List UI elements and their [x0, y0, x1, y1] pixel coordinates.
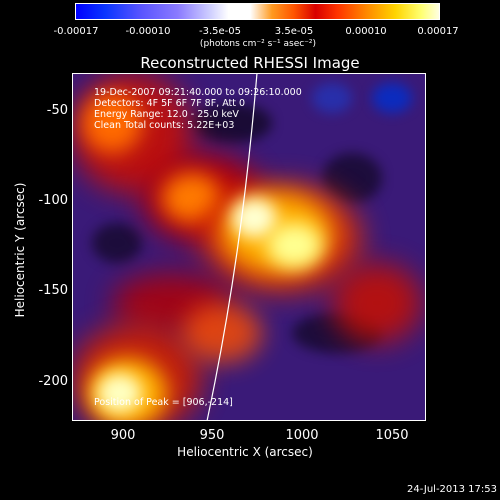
colorbar-units: (photons cm⁻² s⁻¹ asec⁻²): [199, 39, 317, 49]
x-axis-label: Heliocentric X (arcsec): [177, 445, 313, 459]
y-axis-label: Heliocentric Y (arcsec): [13, 182, 27, 318]
colorbar-tick: 0.00017: [417, 26, 459, 37]
y-tick: -150: [38, 283, 68, 298]
rhessi-image: [72, 73, 426, 421]
detectors: Detectors: 4F 5F 6F 7F 8F, Att 0: [94, 98, 246, 109]
colorbar-tick: -0.00017: [53, 26, 99, 37]
colorbar-tick: -3.5e-05: [199, 26, 241, 37]
peak-position: Position of Peak = [906,-214]: [94, 397, 233, 408]
x-tick: 1000: [285, 428, 319, 443]
solar-limb: [206, 73, 258, 421]
colorbar-tick: 0.00010: [345, 26, 387, 37]
x-tick: 950: [199, 428, 225, 443]
method-counts: Clean Total counts: 5.22E+03: [94, 120, 235, 131]
y-tick: -100: [38, 193, 68, 208]
x-tick: 1050: [375, 428, 409, 443]
time-range: 19-Dec-2007 09:21:40.000 to 09:26:10.000: [94, 87, 302, 98]
image-title: Reconstructed RHESSI Image: [140, 54, 360, 72]
colorbar-tick: -0.00010: [125, 26, 171, 37]
colorbar-tick: 3.5e-05: [274, 26, 314, 37]
y-tick: -50: [46, 103, 68, 118]
timestamp: 24-Jul-2013 17:53: [406, 484, 497, 495]
y-tick: -200: [38, 374, 68, 389]
energy-range: Energy Range: 12.0 - 25.0 keV: [94, 109, 239, 120]
colorbar: [75, 3, 440, 20]
x-tick: 900: [110, 428, 136, 443]
